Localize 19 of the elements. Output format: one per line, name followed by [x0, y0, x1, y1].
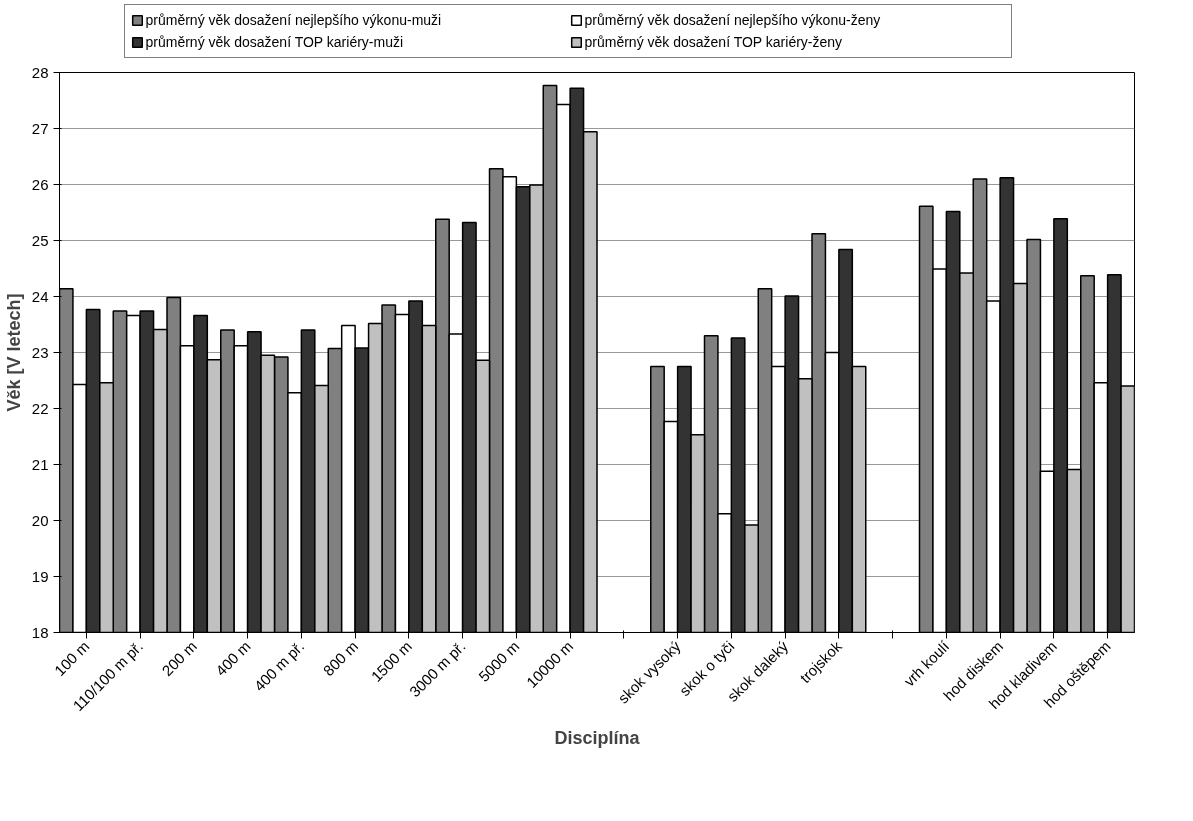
y-tick-label: 28	[31, 63, 49, 81]
legend-label: průměrný věk dosažení TOP kariéry-muži	[145, 33, 405, 51]
y-tick-label: 19	[31, 567, 49, 585]
y-tick-label: 21	[31, 455, 49, 473]
y-tick-label: 25	[31, 231, 49, 249]
y-axis-title: Věk [V letech]	[3, 293, 24, 412]
x-axis-title: Disciplína	[554, 728, 641, 749]
y-tick-label: 27	[31, 119, 49, 137]
y-tick-label: 26	[31, 175, 49, 193]
y-tick-label: 18	[31, 623, 49, 641]
legend-label: průměrný věk dosažení nejlepšího výkonu-ženy	[584, 11, 882, 29]
y-tick-label: 23	[31, 343, 49, 361]
x-tick-label: 800 m	[319, 637, 362, 679]
legend-label: průměrný věk dosažení TOP kariéry-ženy	[584, 33, 844, 51]
x-tick-label: 200 m	[158, 637, 200, 679]
y-tick-label: 20	[31, 511, 49, 529]
y-tick-label: 24	[31, 287, 49, 305]
legend-label: průměrný věk dosažení nejlepšího výkonu-muži	[145, 11, 443, 29]
y-tick-label: 22	[31, 399, 49, 417]
